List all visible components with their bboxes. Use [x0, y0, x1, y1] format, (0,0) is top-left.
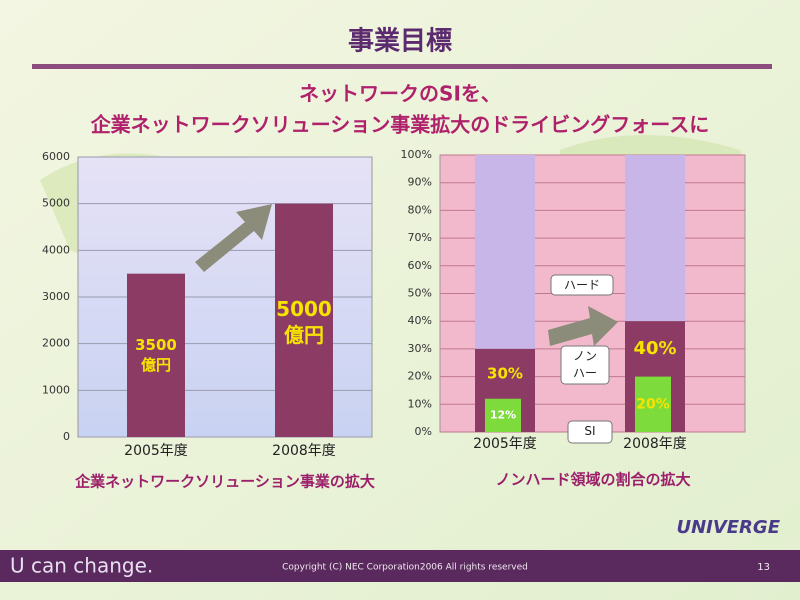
x-tick-label: 2005年度	[473, 436, 537, 452]
page-number: 13	[757, 562, 770, 573]
y-tick-label: 2000	[42, 337, 70, 350]
y-tick-label: 20%	[408, 370, 432, 383]
value-label: 3500	[135, 336, 177, 354]
y-tick-label: 100%	[401, 148, 432, 161]
growth-arrow	[548, 306, 618, 346]
bar-segment	[475, 155, 535, 349]
y-tick-label: 6000	[42, 150, 70, 163]
value-label: 億円	[141, 356, 171, 374]
bar	[275, 203, 333, 437]
bar-segment	[625, 155, 685, 322]
copyright: Copyright (C) NEC Corporation2006 All ri…	[282, 563, 528, 573]
legend-entry: ノンハード	[572, 349, 597, 384]
y-tick-label: 3000	[42, 290, 70, 303]
legend-entry: ハード	[563, 278, 600, 292]
y-tick-label: 30%	[408, 342, 432, 355]
chart-caption: 企業ネットワークソリューション事業の拡大	[74, 473, 375, 491]
y-tick-label: 4000	[42, 243, 70, 256]
chart-caption: ノンハード領域の割合の拡大	[495, 471, 690, 489]
y-tick-label: 10%	[408, 397, 432, 410]
tagline: U can change.	[10, 554, 153, 578]
y-tick-label: 50%	[408, 287, 432, 300]
brand-logo: UNIVERGE	[676, 517, 780, 538]
subtitle: ネットワークのSIを、	[299, 82, 501, 106]
bar-segment	[635, 376, 671, 432]
y-tick-label: 40%	[408, 314, 432, 327]
y-tick-label: 1000	[42, 383, 70, 396]
y-tick-label: 60%	[408, 259, 432, 272]
legend-box	[560, 345, 610, 385]
y-tick-label: 80%	[408, 203, 432, 216]
growth-arrow	[195, 204, 272, 272]
value-label: 20%	[636, 396, 670, 412]
legend-entry: SI	[584, 424, 596, 438]
subtitle: 企業ネットワークソリューション事業拡大のドライビングフォースに	[90, 113, 710, 137]
legend-box	[567, 420, 613, 444]
legend-box	[550, 274, 614, 296]
y-tick-label: 5000	[42, 197, 70, 210]
x-tick-label: 2008年度	[623, 436, 687, 452]
title-rule	[32, 64, 772, 69]
value-label: 40%	[633, 338, 676, 359]
legend-label: ノンハード	[572, 349, 597, 384]
slide-title: 事業目標	[348, 27, 452, 57]
legend-label: ハード	[563, 278, 600, 292]
bar-segment	[485, 398, 521, 432]
value-label: 億円	[284, 323, 324, 347]
bar	[127, 273, 185, 437]
value-label: 12%	[490, 408, 516, 421]
value-label: 5000	[276, 297, 332, 321]
value-label: 30%	[487, 364, 523, 382]
y-tick-label: 70%	[408, 231, 432, 244]
y-tick-label: 0%	[415, 425, 432, 438]
y-tick-label: 0	[63, 430, 70, 443]
legend-label: SI	[584, 424, 596, 438]
y-tick-label: 90%	[408, 176, 432, 189]
footer-bar	[0, 550, 800, 582]
x-tick-label: 2005年度	[124, 443, 188, 459]
x-tick-label: 2008年度	[272, 443, 336, 459]
